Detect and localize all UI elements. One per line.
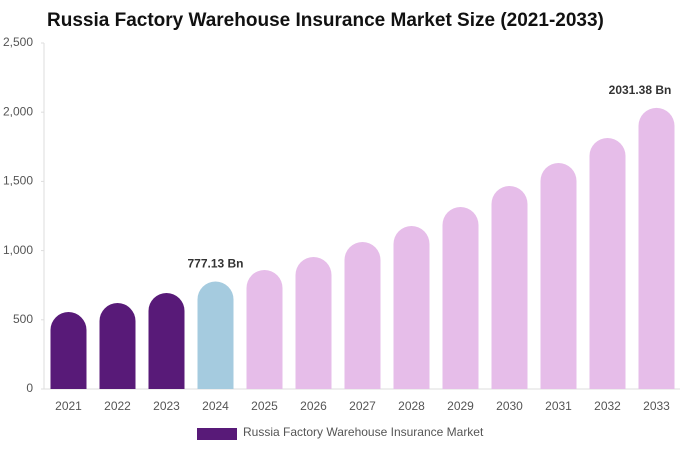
x-tick-label: 2030: [496, 399, 523, 413]
y-tick-label: 0: [26, 381, 33, 395]
x-tick-label: 2022: [104, 399, 131, 413]
bar: [393, 225, 430, 389]
y-tick-label: 2,500: [3, 35, 33, 49]
bar: [50, 312, 87, 389]
x-tick-label: 2031: [545, 399, 572, 413]
x-tick-label: 2033: [643, 399, 670, 413]
bar: [344, 242, 381, 389]
bar: [197, 281, 234, 389]
x-tick-label: 2021: [55, 399, 82, 413]
x-tick-label: 2023: [153, 399, 180, 413]
bar: [540, 162, 577, 389]
x-tick-label: 2025: [251, 399, 278, 413]
bar: [99, 303, 136, 389]
bar: [589, 137, 626, 389]
x-tick-label: 2028: [398, 399, 425, 413]
bar: [295, 256, 332, 389]
x-tick-label: 2029: [447, 399, 474, 413]
y-tick-label: 500: [13, 312, 33, 326]
legend-swatch: [197, 428, 237, 440]
value-label: 2031.38 Bn: [609, 83, 672, 97]
legend-label: Russia Factory Warehouse Insurance Marke…: [243, 425, 484, 439]
value-label: 777.13 Bn: [187, 257, 243, 271]
bar: [491, 185, 528, 389]
x-tick-label: 2032: [594, 399, 621, 413]
x-tick-label: 2027: [349, 399, 376, 413]
chart-title: Russia Factory Warehouse Insurance Marke…: [47, 10, 604, 31]
bar: [148, 292, 185, 389]
y-tick-label: 1,000: [3, 243, 33, 257]
bar: [442, 207, 479, 389]
x-tick-label: 2024: [202, 399, 229, 413]
y-tick-label: 2,000: [3, 104, 33, 118]
y-tick-label: 1,500: [3, 174, 33, 188]
x-tick-label: 2026: [300, 399, 327, 413]
bar: [638, 107, 675, 389]
bar: [246, 269, 283, 389]
